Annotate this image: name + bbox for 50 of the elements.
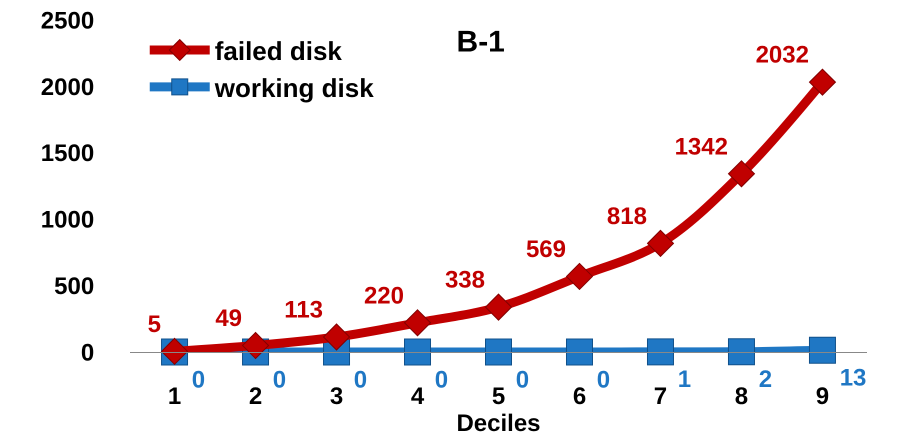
x-tick-label: 4 (410, 382, 425, 410)
data-label: 338 (444, 266, 485, 294)
point (242, 332, 270, 359)
data-label: 2 (758, 366, 772, 393)
x-tick-label: 9 (816, 382, 830, 410)
point (728, 338, 755, 366)
data-label: 0 (596, 366, 610, 394)
point (566, 338, 593, 366)
x-tick-label: 7 (654, 382, 668, 410)
point (808, 336, 836, 364)
point (646, 230, 674, 257)
x-tick-label: 5 (492, 382, 506, 410)
data-label: 113 (284, 296, 324, 324)
data-label: 49 (215, 304, 242, 332)
y-tick-label: 1500 (40, 140, 94, 168)
x-tick-label: 1 (168, 382, 182, 410)
data-label: 5 (148, 310, 162, 338)
point (485, 338, 512, 366)
point (485, 294, 512, 321)
data-label: 1342 (674, 133, 728, 160)
point (728, 160, 755, 188)
data-label: 0 (192, 366, 206, 394)
x-tick-label: 2 (248, 382, 262, 410)
point (646, 338, 674, 366)
x-tick-label: 6 (572, 382, 586, 410)
data-label: 569 (526, 236, 566, 263)
y-tick-label: 500 (54, 273, 94, 300)
y-tick-label: 2000 (40, 74, 94, 101)
y-tick-label: 2500 (40, 7, 94, 34)
data-label: 0 (354, 366, 368, 394)
data-label: 13 (840, 364, 866, 392)
point (808, 68, 836, 96)
point (404, 309, 432, 336)
data-label: 220 (364, 282, 404, 310)
x-axis-title: Deciles (456, 410, 541, 437)
legend-label: working disk (214, 72, 374, 103)
y-tick-label: 0 (80, 339, 94, 366)
data-label: 2032 (756, 42, 809, 69)
data-label: 0 (434, 366, 448, 394)
data-label: 0 (272, 366, 286, 394)
x-tick-label: 3 (330, 382, 344, 410)
point (323, 323, 350, 350)
chart-title: B-1 (456, 26, 505, 59)
point (566, 262, 593, 290)
legend-label: failed disk (214, 36, 342, 66)
point (404, 338, 432, 366)
data-label: 0 (516, 366, 530, 394)
x-tick-label: 8 (734, 382, 748, 410)
y-tick-label: 1000 (40, 206, 94, 234)
data-label: 818 (606, 202, 647, 230)
